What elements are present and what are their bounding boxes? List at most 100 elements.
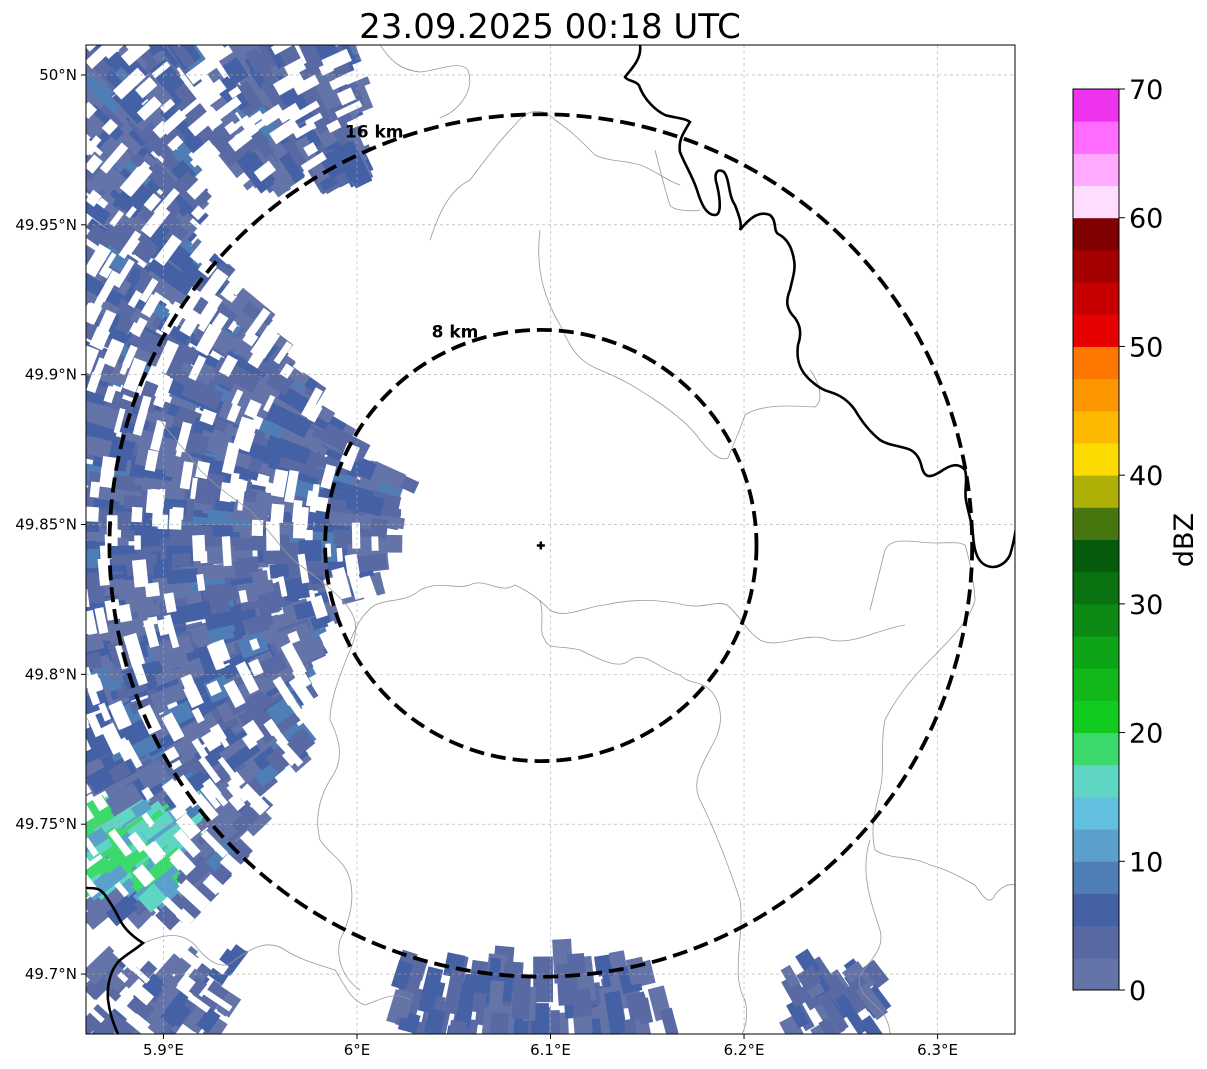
echo-gap [175, 45, 195, 47]
echo-gate [265, 368, 295, 396]
echo-gap [198, 268, 229, 303]
echo-gate [336, 140, 373, 189]
echo-gap [320, 327, 347, 357]
echo-gap [179, 948, 203, 970]
echo-gap [198, 756, 221, 784]
colorbar-tick-label: 70 [1129, 75, 1163, 106]
echo-gap [363, 345, 387, 370]
echo-gap [351, 392, 373, 415]
echo-gate [210, 429, 233, 448]
echo-gap [221, 442, 240, 475]
echo-gap [227, 128, 253, 152]
echo-gap [159, 109, 187, 136]
echo-gate [855, 982, 889, 1021]
echo-gap [135, 76, 158, 99]
echo-gap [294, 324, 315, 347]
echo-gap [86, 243, 112, 278]
echo-gate [150, 167, 180, 197]
echo-gate [293, 600, 317, 621]
echo-gate [87, 739, 112, 759]
echo-gap [346, 117, 363, 130]
border-line-north [538, 229, 821, 460]
echo-gap [297, 553, 310, 584]
echo-gap [190, 477, 198, 500]
lat-tick-label: 49.7°N [25, 965, 77, 983]
echo-gap [361, 942, 378, 955]
colorbar-tick-label: 60 [1129, 204, 1163, 235]
echo-gap [143, 193, 162, 212]
colorbar-bin [1073, 636, 1119, 669]
echo-gap [343, 325, 363, 345]
echo-gap [86, 154, 103, 174]
colorbar-bin [1073, 475, 1119, 508]
echo-gap [86, 871, 100, 898]
echo-gate [279, 152, 307, 187]
echo-gate [424, 1008, 446, 1034]
echo-gap [283, 193, 301, 209]
echo-gap [269, 117, 300, 145]
echo-gap [341, 346, 366, 371]
echo-gap [344, 553, 360, 577]
echo-gap [102, 338, 125, 368]
echo-gap [180, 673, 197, 693]
echo-gate [197, 563, 236, 581]
echo-gap [356, 271, 384, 295]
echo-gate [818, 1017, 852, 1034]
colorbar-bin [1073, 153, 1119, 187]
echo-gap [332, 868, 359, 888]
echo-gate [86, 651, 103, 674]
colorbar-bin [1073, 539, 1119, 573]
echo-gap [131, 317, 148, 338]
echo-gap [161, 712, 185, 742]
echo-gap [356, 790, 373, 805]
echo-gate [142, 407, 175, 429]
echo-gate [252, 54, 280, 91]
echo-gap [322, 198, 337, 211]
echo-gap [160, 98, 176, 114]
echo-gap [218, 354, 238, 378]
colorbar-tick-label: 40 [1129, 461, 1163, 492]
colorbar-bin [1073, 925, 1119, 959]
map-axes: 5.9°E 6°E 6.1°E 6.2°E 6.3°E 50°N 49.95°N 49.9°N… [15, 66, 958, 1059]
echo-gap [279, 202, 311, 231]
echo-gap [238, 783, 270, 815]
echo-gap [86, 506, 99, 522]
lat-tick-label: 49.95°N [15, 216, 77, 234]
echo-gap [134, 535, 141, 550]
colorbar-bin [1073, 764, 1119, 798]
echo-gap [199, 408, 217, 426]
echo-gap [306, 1025, 329, 1034]
country-borders [86, 45, 1015, 1034]
echo-gap [228, 86, 242, 99]
echo-gap [86, 796, 95, 824]
echo-gate [625, 991, 650, 1021]
echo-gap [139, 277, 159, 303]
echo-gate [260, 79, 290, 120]
echo-gate [860, 959, 890, 990]
echo-gap [186, 309, 203, 326]
echo-gap [86, 345, 100, 375]
echo-gap [132, 864, 155, 888]
echo-gap [137, 704, 162, 735]
echo-gap [253, 160, 277, 182]
echo-gate [137, 883, 168, 913]
echo-gap [281, 752, 296, 767]
echo-gap [238, 589, 248, 603]
echo-gap [117, 971, 129, 983]
echo-gap [86, 837, 99, 857]
echo-gap [121, 344, 138, 369]
echo-gap [304, 826, 324, 846]
echo-gap [233, 930, 252, 946]
lat-tick-label: 49.75°N [15, 815, 77, 833]
echo-gate [104, 782, 144, 817]
echo-gap [130, 646, 140, 659]
administrative-borders [139, 45, 1015, 1034]
echo-gate [105, 895, 138, 926]
colorbar-bin [1073, 346, 1119, 380]
colorbar-bin [1073, 893, 1119, 927]
echo-gap [335, 609, 360, 644]
echo-gate [140, 811, 175, 841]
echo-gate [168, 600, 213, 626]
echo-gap [280, 791, 311, 821]
echo-gap [89, 481, 101, 498]
